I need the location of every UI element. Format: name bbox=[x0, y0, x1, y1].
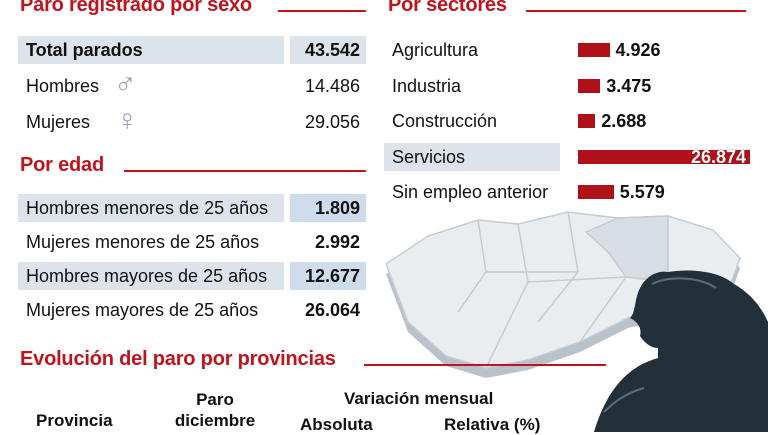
sector-value-label: 5.579 bbox=[619, 182, 665, 202]
sector-value-label: 26.874 bbox=[690, 146, 746, 167]
sectores-title: Por sectores bbox=[388, 0, 507, 16]
sector-value-label: 2.688 bbox=[601, 111, 647, 131]
female-symbol-icon: ♀ bbox=[116, 104, 139, 137]
sector-bar bbox=[578, 185, 614, 199]
col-header-variacion: Variación mensual bbox=[344, 389, 494, 408]
sector-bar bbox=[578, 43, 610, 57]
table-row: Hombres 14.486 bbox=[18, 72, 366, 100]
row-label: Mujeres bbox=[26, 112, 91, 132]
sector-label: Industria bbox=[392, 75, 462, 96]
table-row: Mujeres mayores de 25 años 26.064 bbox=[18, 296, 366, 324]
sector-bar bbox=[578, 78, 601, 93]
sector-label: Construcción bbox=[392, 111, 498, 131]
provincias-title-rule bbox=[364, 364, 606, 366]
table-row: Hombres menores de 25 años 1.809 bbox=[18, 194, 366, 222]
sector-label: Sin empleo anterior bbox=[392, 182, 549, 202]
table-row: Total parados 43.542 bbox=[18, 36, 366, 64]
map-illustration-icon bbox=[385, 211, 768, 432]
sexo-table: Total parados 43.542 Hombres 14.486 Muje… bbox=[18, 36, 368, 140]
row-label: Mujeres mayores de 25 años bbox=[26, 300, 259, 320]
sector-bar bbox=[578, 114, 596, 128]
table-row: Hombres mayores de 25 años 12.677 bbox=[18, 262, 366, 290]
row-label: Hombres menores de 25 años bbox=[18, 194, 284, 222]
col-header-provincia: Provincia bbox=[36, 411, 113, 430]
col-header-relativa: Relativa (%) bbox=[444, 415, 541, 434]
row-value: 29.056 bbox=[304, 112, 360, 132]
row-label: Hombres mayores de 25 años bbox=[18, 262, 284, 290]
sexo-title: Paro registrado por sexo bbox=[20, 0, 252, 16]
row-label: Mujeres menores de 25 años bbox=[26, 232, 260, 252]
row-label: Total parados bbox=[18, 36, 284, 64]
sector-value-label: 4.926 bbox=[615, 40, 661, 60]
row-label: Hombres bbox=[26, 76, 100, 96]
provincias-title: Evolución del paro por provincias bbox=[20, 348, 336, 370]
sector-value-label: 3.475 bbox=[606, 75, 652, 96]
row-value: 14.486 bbox=[304, 76, 360, 96]
row-value: 43.542 bbox=[290, 36, 366, 64]
row-value: 26.064 bbox=[304, 300, 360, 320]
row-value: 1.809 bbox=[290, 194, 366, 222]
col-header-paro: Paro diciembre bbox=[174, 390, 256, 430]
col-header-absoluta: Absoluta bbox=[300, 415, 373, 434]
table-row: Mujeres menores de 25 años 2.992 bbox=[18, 228, 366, 256]
sector-bar bbox=[578, 149, 750, 164]
row-value: 12.677 bbox=[290, 262, 366, 290]
edad-title-rule bbox=[124, 170, 366, 172]
male-symbol-icon: ♂ bbox=[114, 68, 137, 101]
sector-label: Servicios bbox=[384, 142, 560, 171]
row-value: 2.992 bbox=[314, 232, 360, 252]
table-row: Mujeres 29.056 bbox=[18, 108, 366, 136]
sector-label: Agricultura bbox=[392, 40, 479, 60]
edad-table: Hombres menores de 25 años 1.809 Mujeres… bbox=[18, 194, 368, 326]
edad-title: Por edad bbox=[20, 154, 104, 176]
sectores-title-rule bbox=[526, 10, 746, 12]
sexo-title-rule bbox=[278, 10, 366, 12]
